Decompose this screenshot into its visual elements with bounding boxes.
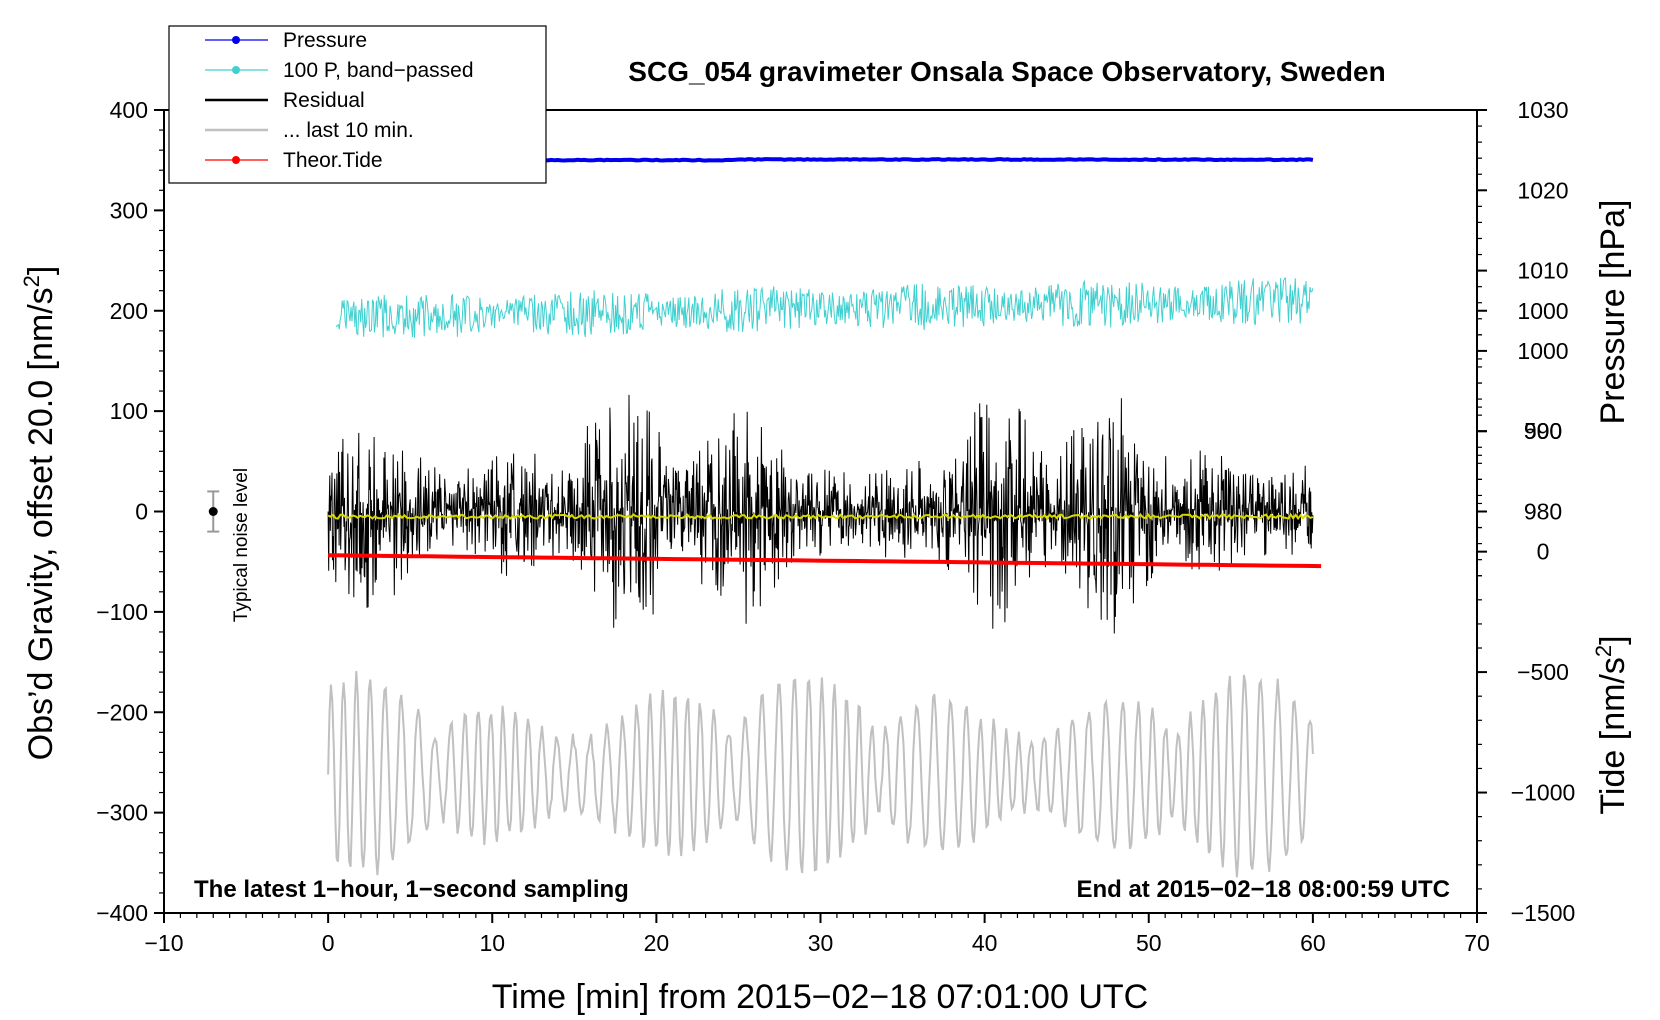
legend-marker	[232, 156, 240, 164]
y-left-axis-title: Obs’d Gravity, offset 20.0 [nm/s2]	[19, 266, 60, 761]
chart-title: SCG_054 gravimeter Onsala Space Observat…	[628, 56, 1385, 87]
legend-items: Pressure 100 P, band−passed Residual ... la…	[205, 29, 474, 172]
pressure-tick-label: 1010	[1517, 258, 1568, 284]
annotation-sampling: The latest 1−hour, 1−second sampling	[194, 876, 629, 903]
tide-tick-label: 500	[1524, 418, 1562, 444]
series-theor-tide	[328, 553, 1322, 569]
series-last-10-min	[327, 671, 1314, 878]
x-tick-label: 20	[644, 930, 670, 956]
y-left-tick-label: −300	[96, 800, 148, 826]
y-left-axis-title-main: Obs’d Gravity, offset 20.0 [nm/s	[22, 287, 60, 760]
y-left-axis-ticks: 400 300 200 100 0 −100 −200 −300 −400	[96, 97, 164, 926]
legend-label: Pressure	[283, 29, 367, 52]
legend-box	[168, 25, 547, 184]
tide-tick-label: −1500	[1511, 900, 1576, 926]
legend-label: ... last 10 min.	[283, 119, 414, 142]
x-tick-label: 60	[1300, 930, 1326, 956]
legend-label: 100 P, band−passed	[283, 59, 474, 82]
tide-axis-title: Tide [nm/s2]	[1591, 635, 1632, 814]
y-left-tick-label: −100	[96, 599, 148, 625]
x-tick-label: 50	[1136, 930, 1162, 956]
pressure-tick-label: 990	[1524, 418, 1562, 444]
tide-tick-label: −500	[1517, 659, 1569, 685]
pressure-tick-label: 980	[1524, 499, 1562, 525]
y-left-tick-label: −400	[96, 900, 148, 926]
tide-axis-ticks: 1000 500 0 −500 −1000 −1500	[1477, 298, 1575, 926]
legend-marker	[232, 36, 240, 44]
x-tick-label: 10	[479, 930, 505, 956]
legend-label: Theor.Tide	[283, 149, 383, 172]
tide-axis-title-sup: 2	[1591, 645, 1616, 657]
x-tick-label: 40	[972, 930, 998, 956]
y-left-tick-label: 100	[110, 398, 148, 424]
tide-tick-label: 0	[1537, 539, 1550, 565]
x-axis-title: Time [min] from 2015−02−18 07:01:00 UTC	[492, 978, 1148, 1016]
y-left-tick-label: 200	[110, 298, 148, 324]
legend-label: Residual	[283, 89, 365, 112]
series-layer	[327, 156, 1322, 878]
y-left-axis-title-sup: 2	[19, 275, 44, 287]
legend: Pressure 100 P, band−passed Residual ... la…	[168, 25, 547, 184]
pressure-tick-label: 1000	[1517, 338, 1568, 364]
tide-axis-title-main: Tide [nm/s	[1594, 657, 1632, 814]
tide-tick-label: 1000	[1517, 298, 1568, 324]
pressure-axis-title: Pressure [hPa]	[1594, 200, 1632, 425]
tide-tick-label: −1000	[1511, 780, 1576, 806]
x-tick-label: 30	[808, 930, 834, 956]
noise-level-label: Typical noise level	[231, 468, 252, 622]
y-left-axis-title-end: ]	[22, 266, 60, 275]
pressure-tick-label: 1030	[1517, 97, 1568, 123]
x-tick-label: 0	[322, 930, 335, 956]
tide-axis-title-end: ]	[1594, 635, 1632, 644]
legend-marker	[232, 66, 240, 74]
noise-level-indicator	[207, 490, 220, 533]
x-tick-label: 70	[1464, 930, 1490, 956]
pressure-axis-ticks: 1030 1020 1010 1000 990 980	[1477, 97, 1569, 577]
noise-point	[208, 507, 218, 516]
x-tick-label: −10	[144, 930, 183, 956]
annotation-end-time: End at 2015−02−18 08:00:59 UTC	[1076, 876, 1450, 903]
pressure-tick-label: 1020	[1517, 177, 1568, 203]
y-left-tick-label: −200	[96, 699, 148, 725]
series-pressure-bandpassed	[335, 277, 1314, 338]
y-left-tick-label: 400	[110, 97, 148, 123]
series-residual-smoothed	[327, 512, 1314, 521]
y-left-tick-label: 0	[135, 499, 148, 525]
series-residual	[327, 394, 1314, 634]
y-left-tick-label: 300	[110, 197, 148, 223]
x-axis-ticks: −10 0 10 20 30 40 50 60 70	[144, 913, 1490, 956]
